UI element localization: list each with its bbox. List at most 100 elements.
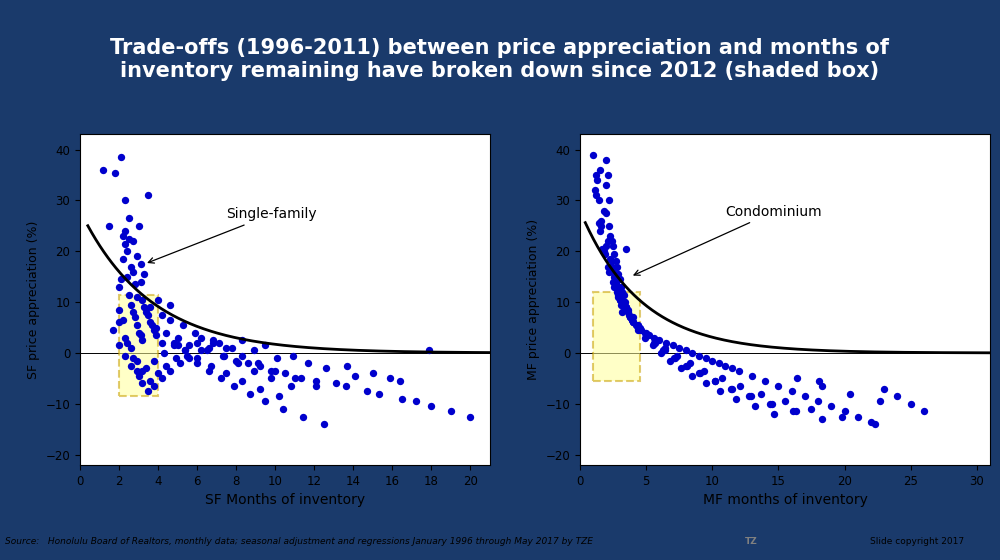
Point [316,419,332,428]
Point [119,247,135,256]
Point [95,166,111,175]
Point [588,191,604,200]
Point [803,404,819,413]
Point [596,247,612,256]
Point [601,267,617,276]
Point [123,262,139,271]
Point [823,402,839,411]
Point [166,341,182,350]
Point [669,351,685,360]
Point [592,226,608,235]
Point [811,376,827,385]
Point [625,318,641,327]
Point [698,379,714,388]
Point [743,391,759,400]
Point [605,277,621,286]
Point [610,292,626,301]
Point [187,328,203,337]
Point [622,313,638,322]
Point [673,364,689,373]
Point [645,341,661,350]
Point [269,353,285,362]
Point [359,386,375,395]
Point [318,364,334,373]
Point [166,338,182,347]
Text: TZ: TZ [745,537,758,546]
Point [394,394,410,403]
Point [205,338,221,347]
Point [123,343,139,352]
Point [622,313,638,322]
Point [136,303,152,312]
Point [365,369,381,378]
Point [616,298,632,307]
Point [125,237,141,246]
Point [606,249,622,258]
Point [601,221,617,230]
Point [170,341,186,350]
Point [630,320,646,329]
Point [228,356,244,365]
Point [117,351,133,360]
Point [115,254,131,263]
Point [876,384,892,393]
Point [408,397,424,406]
Point [218,343,234,352]
Point [777,397,793,406]
Point [246,366,262,375]
Point [589,176,605,185]
Point [638,331,654,340]
Point [707,376,723,385]
Point [608,277,624,286]
Point [728,394,744,403]
Point [142,376,158,385]
Point [121,290,137,299]
Point [230,358,246,367]
Point [646,333,662,342]
Point [596,206,612,215]
Point [154,310,170,319]
Point [179,351,195,360]
Point [632,323,648,332]
Point [115,315,131,324]
Point [723,384,739,393]
Point [168,353,184,362]
Point [193,333,209,342]
Point [624,315,640,324]
Point [129,366,145,375]
Point [113,275,129,284]
Point [651,336,667,345]
Point [724,364,740,373]
Point [762,399,778,408]
Point [293,374,309,383]
Point [593,216,609,225]
Point [587,186,603,195]
Point [712,386,728,395]
Point [133,277,149,286]
Point [657,346,673,355]
Point [158,328,174,337]
Point [665,341,681,350]
Point [602,262,618,271]
Point [142,318,158,327]
Point [764,399,780,408]
Point [724,384,740,393]
Point [146,381,162,390]
Point [105,325,121,334]
Point [140,191,156,200]
Point [630,323,646,332]
Point [203,361,219,370]
Point [142,303,158,312]
Point [121,234,137,243]
Point [252,361,268,370]
Point [328,379,344,388]
Point [691,351,707,360]
Point [698,353,714,362]
Point [129,320,145,329]
Point [613,282,629,291]
Point [598,242,614,251]
Point [678,346,694,355]
Point [201,366,217,375]
X-axis label: MF months of inventory: MF months of inventory [703,493,867,507]
Point [263,374,279,383]
